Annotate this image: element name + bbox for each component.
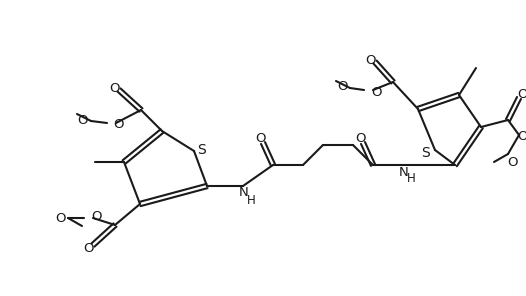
Text: O: O bbox=[371, 86, 381, 99]
Text: O: O bbox=[355, 133, 365, 146]
Text: O: O bbox=[114, 118, 124, 131]
Text: H: H bbox=[407, 173, 416, 186]
Text: S: S bbox=[422, 146, 430, 160]
Text: O: O bbox=[518, 131, 526, 144]
Text: O: O bbox=[366, 54, 376, 67]
Text: O: O bbox=[91, 210, 101, 223]
Text: N: N bbox=[239, 186, 249, 200]
Text: O: O bbox=[518, 89, 526, 102]
Text: S: S bbox=[197, 143, 205, 157]
Text: O: O bbox=[55, 213, 65, 226]
Text: O: O bbox=[507, 155, 517, 168]
Text: N: N bbox=[399, 165, 409, 178]
Text: O: O bbox=[337, 81, 347, 94]
Text: O: O bbox=[110, 81, 120, 94]
Text: O: O bbox=[78, 113, 88, 126]
Text: O: O bbox=[255, 133, 265, 146]
Text: H: H bbox=[247, 194, 256, 207]
Text: O: O bbox=[84, 242, 94, 255]
